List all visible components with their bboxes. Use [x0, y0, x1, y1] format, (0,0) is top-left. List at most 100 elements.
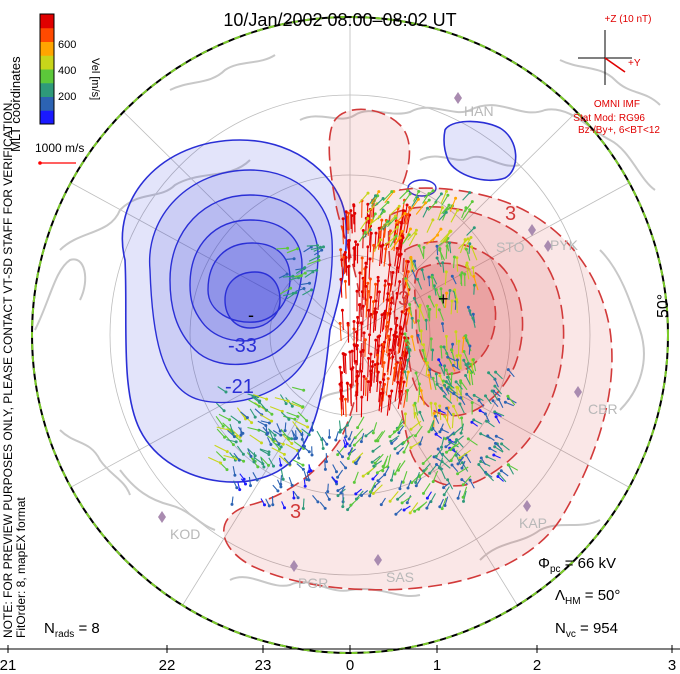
vector-origin: [323, 506, 327, 510]
velocity-vector: [364, 286, 367, 306]
velocity-vector: [405, 214, 411, 234]
vector-origin: [380, 218, 384, 222]
velocity-vector: [366, 381, 369, 402]
imf-source: OMNI IMF: [594, 99, 640, 110]
vector-origin: [494, 434, 498, 438]
vector-origin: [497, 397, 501, 401]
velocity-vector: [230, 415, 240, 423]
vector-origin: [463, 272, 467, 276]
vector-origin: [315, 268, 319, 272]
vector-origin: [409, 255, 413, 259]
vector-origin: [387, 394, 391, 398]
vector-origin: [222, 409, 226, 413]
vector-origin: [390, 441, 394, 445]
vector-origin: [327, 497, 331, 501]
velocity-vector: [313, 246, 324, 252]
vector-origin: [483, 412, 487, 416]
vector-origin: [434, 432, 438, 436]
vector-origin: [467, 370, 471, 374]
velocity-vector: [373, 364, 376, 383]
velocity-vector: [456, 387, 458, 402]
vector-origin: [454, 330, 458, 334]
contour-labels: -33 -21 3 3 3 - +: [225, 203, 516, 523]
vector-origin: [346, 242, 350, 246]
station-label: KOD: [170, 526, 200, 542]
velocity-vector: [354, 435, 364, 446]
velocity-vector: [422, 454, 432, 464]
vector-origin: [434, 372, 438, 376]
imf-z-label: +Z (10 nT): [605, 14, 652, 25]
velocity-vector: [453, 426, 463, 435]
velocity-vector: [401, 337, 406, 357]
colorbar-segment: [40, 27, 54, 42]
vector-origin: [302, 388, 306, 392]
vector-origin: [469, 236, 473, 239]
velocity-vector: [403, 433, 414, 443]
vector-origin: [244, 482, 247, 486]
reference-vector-label: 1000 m/s: [35, 141, 84, 155]
station-label: KAP: [519, 515, 547, 531]
vector-origin: [368, 490, 372, 494]
vector-origin: [460, 478, 464, 482]
vector-origin: [360, 395, 364, 399]
velocity-vector: [421, 269, 426, 281]
vector-origin: [403, 332, 407, 336]
velocity-vector: [413, 298, 420, 308]
velocity-vector: [473, 276, 479, 291]
vector-origin: [471, 312, 475, 316]
vector-origin: [338, 365, 342, 369]
vector-origin: [468, 191, 472, 195]
mlt-tick-label: 0: [346, 657, 354, 674]
vector-origin: [267, 504, 271, 508]
velocity-vector: [397, 326, 401, 346]
velocity-vector: [480, 433, 491, 439]
vector-origin: [355, 390, 359, 394]
vector-origin: [250, 421, 254, 425]
vector-origin: [479, 460, 483, 463]
velocity-vector: [439, 405, 442, 421]
velocity-vector: [444, 230, 451, 243]
vector-origin: [386, 311, 390, 315]
vector-origin: [354, 240, 358, 244]
vector-origin: [404, 312, 408, 316]
vector-origin: [219, 461, 223, 465]
velocity-vector: [295, 267, 306, 274]
vector-origin: [432, 284, 436, 288]
vector-origin: [494, 441, 497, 445]
velocity-vector: [486, 420, 495, 428]
vector-origin: [239, 439, 243, 443]
velocity-vector: [362, 376, 365, 396]
vector-origin: [458, 456, 462, 460]
velocity-vector: [466, 227, 475, 236]
vector-origin: [459, 431, 463, 435]
vector-origin: [325, 460, 328, 464]
velocity-vector: [410, 420, 422, 430]
velocity-vector: [397, 460, 406, 471]
velocity-vector: [450, 209, 459, 223]
vector-origin: [303, 484, 307, 488]
vector-origin: [470, 200, 474, 204]
velocity-vector: [464, 336, 470, 347]
velocity-vector: [467, 438, 478, 446]
vector-origin: [355, 370, 359, 373]
vector-origin: [389, 327, 393, 331]
vector-origin: [378, 215, 382, 219]
mlt-tick-label: 2: [533, 657, 541, 674]
velocity-vector: [342, 218, 345, 238]
reference-vector: 1000 m/s: [35, 141, 84, 165]
vector-origin: [418, 410, 422, 414]
vector-origin: [297, 456, 301, 460]
vector-origin: [376, 362, 380, 366]
vector-origin: [343, 250, 347, 254]
vector-origin: [391, 355, 395, 359]
velocity-vector: [353, 471, 359, 483]
vector-origin: [409, 427, 413, 431]
velocity-vector: [247, 426, 260, 431]
vector-origin: [462, 336, 466, 340]
velocity-vector: [472, 359, 477, 372]
vector-origin: [340, 371, 344, 375]
vector-origin: [390, 389, 394, 393]
velocity-vector: [292, 459, 304, 466]
vector-origin: [288, 462, 292, 466]
velocity-vector: [386, 322, 389, 340]
